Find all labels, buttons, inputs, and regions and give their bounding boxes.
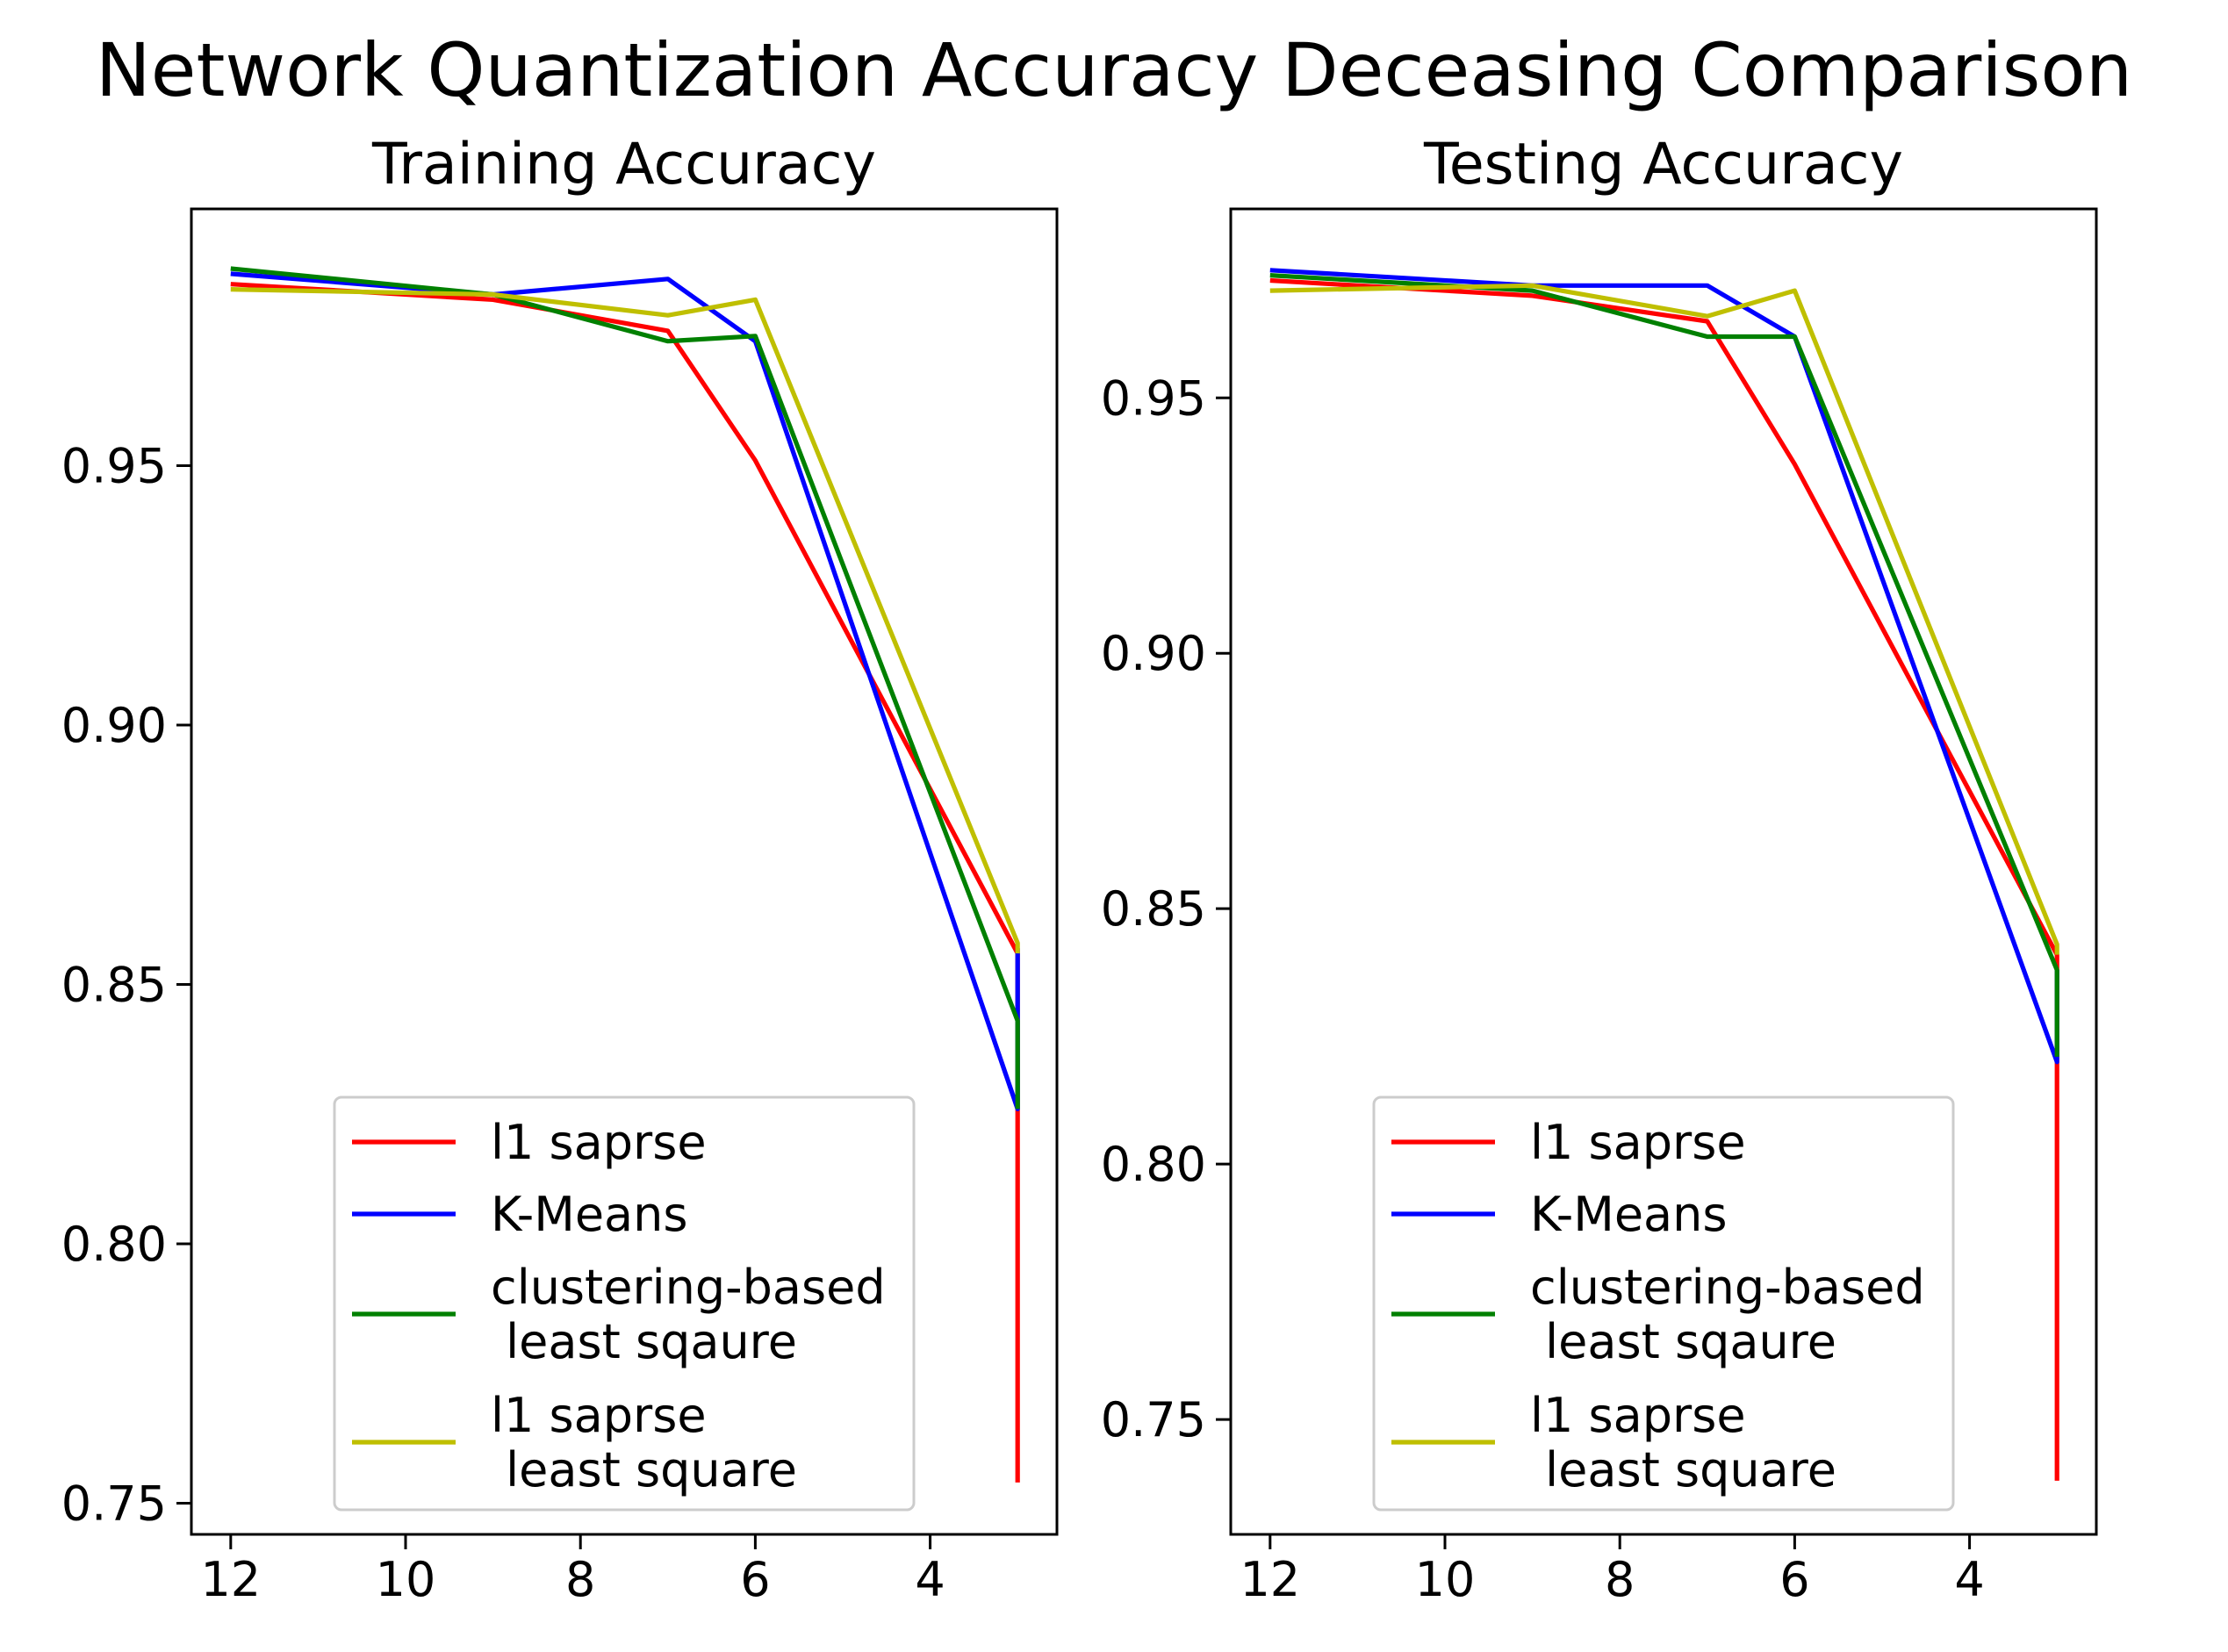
legend: l1 saprse K-Means clustering-based least s…: [333, 1095, 916, 1512]
series-line-clustering-based-least-sqaure: [230, 266, 1020, 1110]
legend-box: [333, 1095, 916, 1512]
axes-frame: [190, 207, 1059, 1536]
x-tick-label: 10: [1415, 1552, 1476, 1607]
x-tick-label: 8: [1605, 1552, 1635, 1607]
legend-label-clustering-based-least-sqaure: clustering-based least sqaure: [1530, 1260, 1925, 1369]
series-line-k-means: [230, 271, 1020, 1112]
legend: l1 saprse K-Means clustering-based least s…: [1372, 1095, 1955, 1512]
legend-label-k-means: K-Means: [491, 1187, 688, 1242]
y-tick-label: 0.90: [61, 698, 167, 753]
chart-testing-accuracy: 12 10 8 6 4 0.75 0.80 0.85 0.90 0.95 l1 saprse K-Me…: [1101, 207, 2098, 1607]
series-line-l1-saprse-least-square: [230, 287, 1020, 954]
legend-label-l1-saprse-least-square: l1 saprse least square: [1530, 1388, 1836, 1498]
y-tick-label: 0.90: [1101, 626, 1206, 681]
chart-training-accuracy: 12 10 8 6 4 0.75 0.80 0.85 0.90 0.95 l1 saprse K-Me…: [61, 207, 1059, 1607]
y-tick-label: 0.80: [1101, 1137, 1206, 1192]
plot-lines: [230, 266, 1020, 1483]
axes-frame: [1229, 207, 2098, 1536]
y-tick-label: 0.75: [1101, 1392, 1206, 1447]
plot-lines: [1269, 268, 2059, 1481]
legend-box: [1372, 1095, 1955, 1512]
x-tick-label: 6: [1779, 1552, 1809, 1607]
legend-label-l1-saprse-least-square: l1 saprse least square: [491, 1388, 797, 1498]
x-tick-label: 12: [1240, 1552, 1300, 1607]
x-tick-label: 10: [376, 1552, 436, 1607]
x-tick-label: 4: [1954, 1552, 1984, 1607]
legend-label-clustering-based-least-sqaure: clustering-based least sqaure: [491, 1260, 886, 1369]
y-tick-label: 0.80: [61, 1217, 167, 1272]
y-tick-label: 0.75: [61, 1476, 167, 1532]
series-line-l1-saprse-least-square: [1269, 283, 2059, 955]
legend-label-k-means: K-Means: [1530, 1187, 1728, 1242]
y-tick-label: 0.85: [1101, 881, 1206, 937]
legend-label-l1-saprse: l1 saprse: [491, 1115, 707, 1170]
x-tick-label: 6: [740, 1552, 770, 1607]
series-line-k-means: [1269, 268, 2059, 1065]
x-tick-label: 8: [565, 1552, 595, 1607]
y-tick-label: 0.85: [61, 958, 167, 1013]
series-line-clustering-based-least-sqaure: [1269, 273, 2059, 1057]
x-tick-label: 12: [200, 1552, 261, 1607]
legend-label-l1-saprse: l1 saprse: [1530, 1115, 1746, 1170]
y-tick-label: 0.95: [1101, 370, 1206, 426]
y-tick-label: 0.95: [61, 439, 167, 494]
x-tick-label: 4: [915, 1552, 945, 1607]
